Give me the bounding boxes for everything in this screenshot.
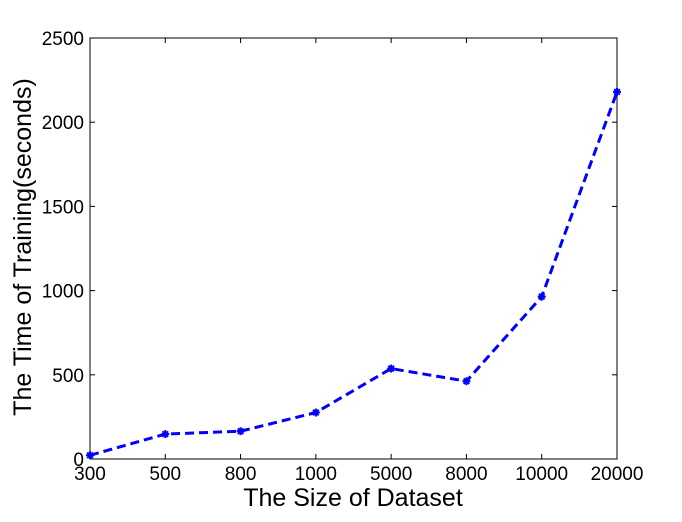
- x-tick-label: 5000: [370, 464, 412, 485]
- x-tick-label: 8000: [445, 464, 487, 485]
- data-point-marker: [86, 451, 94, 460]
- data-point-marker: [537, 292, 546, 301]
- series-layer: [86, 87, 621, 460]
- x-tick-label: 300: [74, 464, 106, 485]
- y-tick-label: 0: [73, 450, 84, 471]
- x-tick-label: 10000: [515, 464, 568, 485]
- data-point-marker: [613, 87, 621, 96]
- y-tick-label: 500: [52, 366, 84, 387]
- series-line: [89, 91, 619, 457]
- x-tick-label: 1000: [295, 464, 337, 485]
- x-tick-label: 800: [225, 464, 257, 485]
- x-tick-label: 20000: [591, 464, 644, 485]
- y-tick-label: 2500: [42, 29, 84, 50]
- data-point-marker: [462, 377, 471, 386]
- y-tick-label: 1000: [42, 282, 84, 303]
- data-point-marker: [236, 427, 245, 436]
- y-axis-ticks: 0 500 1000 1500 2000 2500: [42, 29, 617, 471]
- data-point-marker: [311, 408, 320, 417]
- data-point-marker: [161, 430, 170, 439]
- data-point-marker: [387, 364, 396, 373]
- y-axis-title: The Time of Training(seconds): [9, 78, 37, 416]
- y-tick-label: 2000: [42, 113, 84, 134]
- plot-area: [89, 37, 618, 460]
- x-axis-title: The Size of Dataset: [243, 484, 463, 512]
- y-tick-label: 1500: [42, 197, 84, 218]
- x-axis-ticks: 300 500 800 1000 5000 8000 10000 20000: [74, 38, 643, 485]
- x-tick-label: 500: [149, 464, 181, 485]
